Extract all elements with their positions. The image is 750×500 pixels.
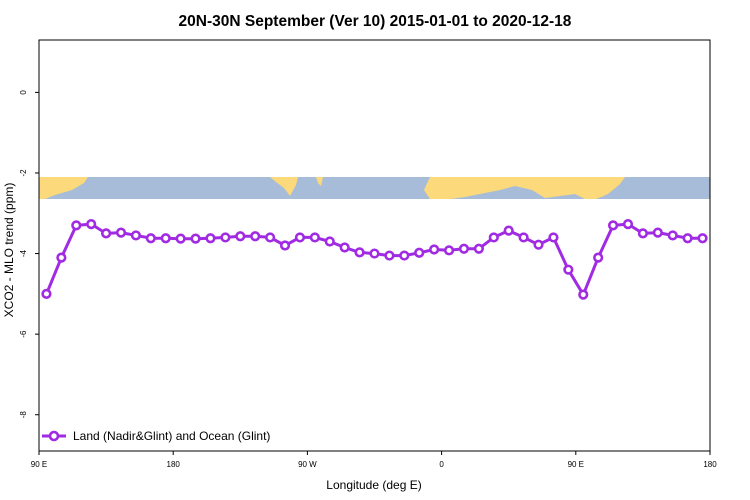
y-tick-label: -2 [19, 169, 28, 177]
legend-label: Land (Nadir&Glint) and Ocean (Glint) [73, 429, 270, 443]
map-land-florida [316, 177, 323, 186]
y-tick-label: -6 [19, 330, 28, 338]
data-point [533, 239, 544, 250]
data-point [443, 245, 455, 256]
data-point [667, 230, 678, 241]
y-tick-label: -4 [19, 249, 28, 257]
data-point [384, 250, 395, 261]
plot-area [38, 39, 711, 452]
x-axis: 90 E 180 90 W 0 90 E 180 [31, 451, 717, 469]
data-point [220, 232, 231, 243]
data-point [145, 233, 156, 244]
data-point [56, 252, 67, 263]
x-tick-label: 180 [167, 460, 181, 469]
x-tick-label: 90 E [568, 460, 584, 469]
y-axis-label: XCO2 - MLO trend (ppm) [2, 183, 16, 318]
data-point [518, 232, 529, 243]
x-tick-label: 0 [439, 460, 444, 469]
data-point [607, 220, 619, 231]
data-point [354, 247, 365, 258]
data-point [414, 247, 425, 258]
data-point [682, 233, 693, 244]
data-point [175, 233, 186, 244]
data-point [593, 252, 604, 263]
data-point [652, 227, 663, 238]
data-point [563, 264, 574, 275]
data-point [250, 231, 261, 242]
legend-marker [48, 430, 60, 442]
data-point [294, 232, 306, 243]
x-tick-label: 180 [703, 460, 717, 469]
data-point [71, 220, 82, 231]
data-point [369, 248, 380, 259]
data-point [339, 242, 350, 253]
data-point [265, 232, 276, 243]
data-point [697, 233, 708, 244]
series-line [45, 222, 703, 297]
map-land-taiwan [598, 190, 604, 197]
x-tick-label: 90 E [31, 460, 47, 469]
data-point [235, 231, 246, 242]
y-tick-label: -8 [19, 411, 28, 419]
data-point [86, 219, 97, 230]
data-point [205, 233, 216, 244]
data-point [473, 243, 484, 254]
data-point [399, 250, 410, 261]
map-land-northafrica-asia [424, 177, 625, 199]
data-point [115, 227, 127, 238]
data-point [130, 230, 142, 241]
x-tick-label: 90 W [298, 460, 317, 469]
map-land-africa [39, 177, 88, 199]
data-point [488, 232, 499, 243]
data-point [578, 289, 589, 300]
y-axis: 0 -2 -4 -6 -8 [19, 90, 39, 419]
data-point [622, 219, 634, 230]
series-layer [41, 219, 708, 300]
x-axis-label: Longitude (deg E) [326, 478, 421, 492]
data-point [548, 232, 559, 243]
data-point [41, 288, 52, 299]
chart-title: 20N-30N September (Ver 10) 2015-01-01 to… [179, 13, 572, 30]
data-point [279, 240, 291, 251]
data-point [190, 233, 201, 244]
world-map-strip [39, 177, 710, 199]
y-tick-label: 0 [19, 90, 28, 95]
data-point [503, 225, 514, 236]
data-point [324, 236, 335, 247]
data-point [458, 243, 470, 254]
data-point [309, 232, 320, 243]
data-point [160, 233, 171, 244]
data-point [100, 228, 112, 239]
data-point [637, 228, 649, 239]
data-point [429, 244, 440, 255]
map-land-mexico [270, 177, 298, 196]
legend: Land (Nadir&Glint) and Ocean (Glint) [42, 429, 270, 443]
